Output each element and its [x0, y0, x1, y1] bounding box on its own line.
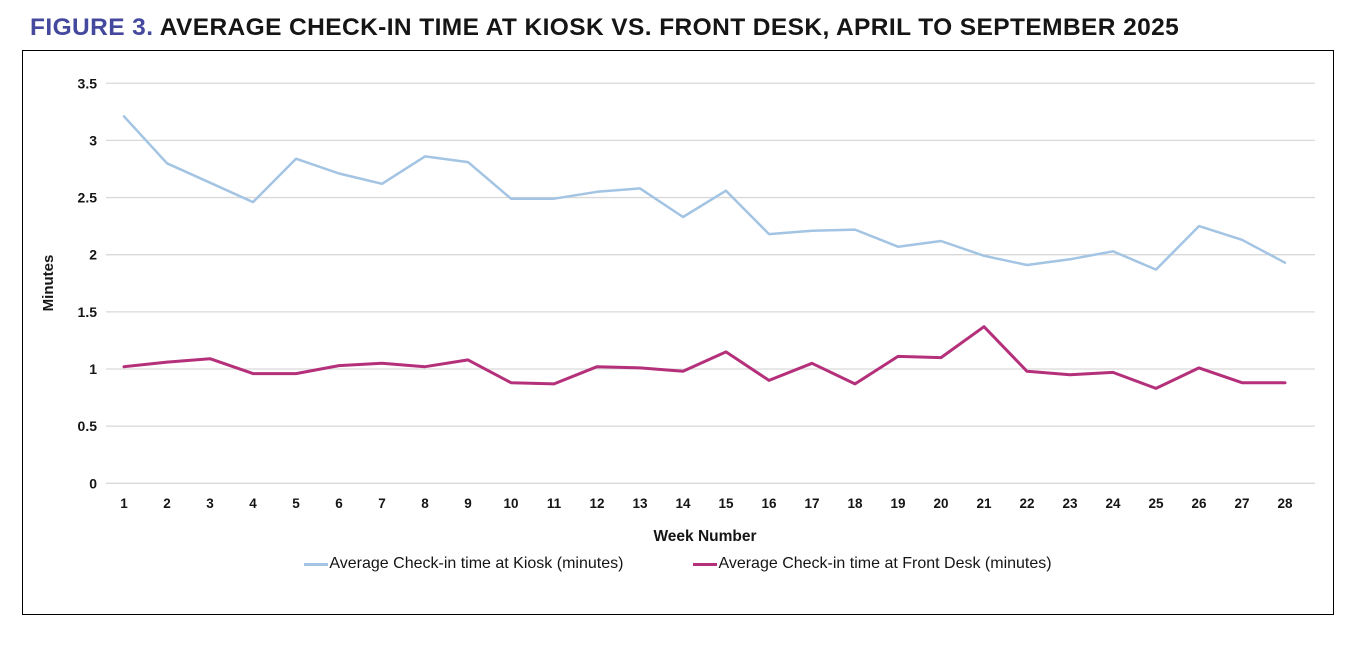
kiosk-line	[122, 115, 1287, 271]
x-tick-label: 27	[1234, 496, 1249, 511]
x-tick-label: 13	[632, 496, 648, 511]
x-tick-label: 22	[1019, 496, 1034, 511]
front-desk-line	[122, 325, 1287, 390]
x-tick-label: 20	[933, 496, 948, 511]
y-tick-label: 1.5	[78, 304, 98, 320]
x-tick-label: 15	[718, 496, 734, 511]
x-tick-label: 14	[675, 496, 691, 511]
chart-container: 0 0.5 1 1.5 2 2.5 3 3.5 1 2 3 4 5 6 7 8 9 10 11 12 13 14 15 16 1…	[22, 50, 1334, 615]
x-tick-label: 4	[249, 496, 257, 511]
x-tick-label: 6	[335, 496, 343, 511]
x-tick-label: 1	[120, 496, 128, 511]
x-tick-label: 12	[589, 496, 604, 511]
y-tick-label: 3	[89, 132, 97, 148]
figure-label: FIGURE 3.	[30, 14, 154, 41]
x-tick-label: 21	[976, 496, 992, 511]
y-tick-label: 2.5	[78, 190, 98, 206]
x-tick-label: 19	[890, 496, 905, 511]
x-axis-title: Week Number	[653, 528, 756, 545]
front-desk-line-swatch	[693, 562, 718, 566]
x-tick-label: 3	[206, 496, 214, 511]
x-tick-label: 17	[804, 496, 819, 511]
x-tick-label: 26	[1191, 496, 1207, 511]
chart-legend: Average Check-in time at Kiosk (minutes)…	[23, 555, 1333, 573]
legend-label-front-desk: Average Check-in time at Front Desk (min…	[718, 555, 1052, 572]
x-tick-label: 28	[1277, 496, 1293, 511]
x-tick-label: 18	[847, 496, 863, 511]
page-title: FIGURE 3. AVERAGE CHECK-IN TIME AT KIOSK…	[30, 14, 1320, 42]
y-tick-label: 0.5	[78, 418, 98, 434]
legend-item-kiosk: Average Check-in time at Kiosk (minutes)	[304, 555, 623, 573]
figure-title-text: AVERAGE CHECK-IN TIME AT KIOSK VS. FRONT…	[153, 14, 1180, 41]
x-tick-label: 23	[1062, 496, 1078, 511]
kiosk-line-swatch	[304, 562, 329, 566]
x-tick-label: 10	[503, 496, 518, 511]
x-tick-label: 11	[547, 496, 562, 511]
x-tick-label: 8	[421, 496, 429, 511]
y-axis-title: Minutes	[40, 255, 57, 312]
x-tick-label: 16	[761, 496, 777, 511]
y-tick-label: 0	[89, 475, 97, 491]
y-tick-label: 1	[89, 361, 97, 377]
x-tick-label: 2	[163, 496, 171, 511]
x-tick-label: 7	[378, 496, 386, 511]
x-tick-label: 25	[1148, 496, 1164, 511]
y-tick-label: 3.5	[78, 75, 98, 91]
legend-item-front-desk: Average Check-in time at Front Desk (min…	[693, 555, 1052, 573]
line-chart: 00.511.522.533.51 2 3 4 5 6 7 8 9 10 11 12 13 14 15 16 1…	[40, 75, 1315, 545]
x-tick-label: 9	[464, 496, 472, 511]
x-tick-label: 5	[292, 496, 300, 511]
y-tick-label: 2	[89, 247, 97, 263]
legend-label-kiosk: Average Check-in time at Kiosk (minutes)	[329, 555, 624, 572]
x-tick-label: 24	[1105, 496, 1121, 511]
